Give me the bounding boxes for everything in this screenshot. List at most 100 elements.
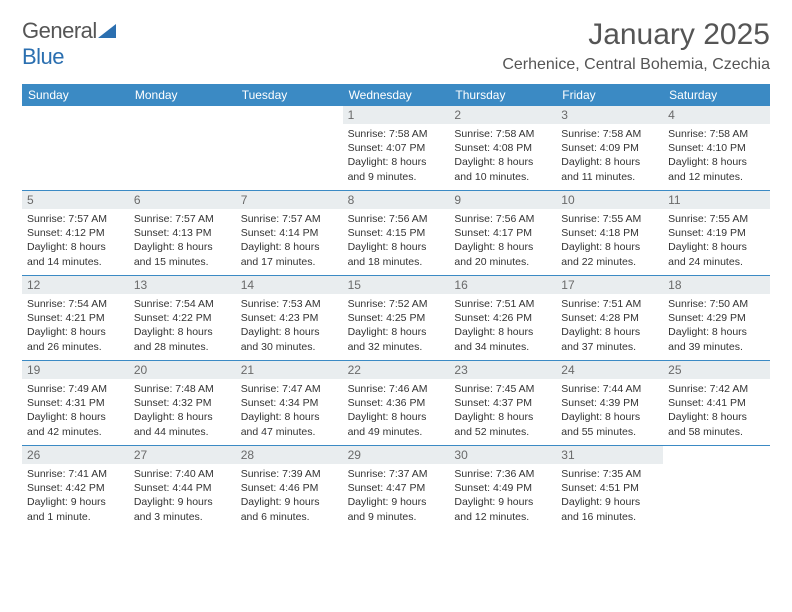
day-cell: 16Sunrise: 7:51 AMSunset: 4:26 PMDayligh… (449, 276, 556, 360)
day-number: 27 (129, 446, 236, 464)
sunrise-line: Sunrise: 7:49 AM (27, 382, 124, 396)
daylight2-line: and 18 minutes. (348, 255, 445, 269)
day-cell: 27Sunrise: 7:40 AMSunset: 4:44 PMDayligh… (129, 446, 236, 530)
day-number: 13 (129, 276, 236, 294)
daylight1-line: Daylight: 8 hours (668, 240, 765, 254)
week-row: 12Sunrise: 7:54 AMSunset: 4:21 PMDayligh… (22, 276, 770, 361)
weekday-header: Sunday (22, 84, 129, 106)
daylight1-line: Daylight: 8 hours (668, 410, 765, 424)
sunset-line: Sunset: 4:19 PM (668, 226, 765, 240)
daylight1-line: Daylight: 8 hours (348, 155, 445, 169)
sunrise-line: Sunrise: 7:48 AM (134, 382, 231, 396)
sunrise-line: Sunrise: 7:52 AM (348, 297, 445, 311)
day-number: 9 (449, 191, 556, 209)
day-cell: 18Sunrise: 7:50 AMSunset: 4:29 PMDayligh… (663, 276, 770, 360)
sunrise-line: Sunrise: 7:58 AM (348, 127, 445, 141)
day-cell: 11Sunrise: 7:55 AMSunset: 4:19 PMDayligh… (663, 191, 770, 275)
weekday-header: Monday (129, 84, 236, 106)
sunrise-line: Sunrise: 7:42 AM (668, 382, 765, 396)
daylight1-line: Daylight: 8 hours (348, 325, 445, 339)
sunset-line: Sunset: 4:08 PM (454, 141, 551, 155)
weekday-header-row: Sunday Monday Tuesday Wednesday Thursday… (22, 84, 770, 106)
logo: General Blue (22, 18, 116, 70)
sunrise-line: Sunrise: 7:37 AM (348, 467, 445, 481)
day-cell: 10Sunrise: 7:55 AMSunset: 4:18 PMDayligh… (556, 191, 663, 275)
daylight2-line: and 12 minutes. (454, 510, 551, 524)
daylight1-line: Daylight: 8 hours (134, 325, 231, 339)
sunrise-line: Sunrise: 7:56 AM (454, 212, 551, 226)
logo-word-2: Blue (22, 44, 64, 70)
sunrise-line: Sunrise: 7:54 AM (134, 297, 231, 311)
week-row: 5Sunrise: 7:57 AMSunset: 4:12 PMDaylight… (22, 191, 770, 276)
daylight2-line: and 9 minutes. (348, 170, 445, 184)
day-number: 14 (236, 276, 343, 294)
daylight2-line: and 28 minutes. (134, 340, 231, 354)
weekday-header: Saturday (663, 84, 770, 106)
sunrise-line: Sunrise: 7:54 AM (27, 297, 124, 311)
day-cell: 19Sunrise: 7:49 AMSunset: 4:31 PMDayligh… (22, 361, 129, 445)
daylight1-line: Daylight: 9 hours (561, 495, 658, 509)
sunrise-line: Sunrise: 7:51 AM (454, 297, 551, 311)
daylight2-line: and 9 minutes. (348, 510, 445, 524)
calendar: Sunday Monday Tuesday Wednesday Thursday… (22, 84, 770, 530)
daylight1-line: Daylight: 8 hours (27, 240, 124, 254)
month-title: January 2025 (502, 18, 770, 52)
day-number: 20 (129, 361, 236, 379)
sunset-line: Sunset: 4:42 PM (27, 481, 124, 495)
day-number: 25 (663, 361, 770, 379)
day-number: 28 (236, 446, 343, 464)
sunrise-line: Sunrise: 7:56 AM (348, 212, 445, 226)
sunrise-line: Sunrise: 7:46 AM (348, 382, 445, 396)
sunrise-line: Sunrise: 7:55 AM (668, 212, 765, 226)
day-number: 5 (22, 191, 129, 209)
daylight2-line: and 1 minute. (27, 510, 124, 524)
daylight1-line: Daylight: 8 hours (561, 155, 658, 169)
sunrise-line: Sunrise: 7:57 AM (241, 212, 338, 226)
day-number: 1 (343, 106, 450, 124)
daylight2-line: and 15 minutes. (134, 255, 231, 269)
sunrise-line: Sunrise: 7:57 AM (134, 212, 231, 226)
daylight1-line: Daylight: 8 hours (348, 410, 445, 424)
daylight2-line: and 42 minutes. (27, 425, 124, 439)
daylight2-line: and 55 minutes. (561, 425, 658, 439)
sunrise-line: Sunrise: 7:47 AM (241, 382, 338, 396)
weekday-header: Friday (556, 84, 663, 106)
day-cell: 7Sunrise: 7:57 AMSunset: 4:14 PMDaylight… (236, 191, 343, 275)
daylight1-line: Daylight: 9 hours (134, 495, 231, 509)
day-cell: 13 Sunrise: 7:54 AMSunset: 4:22 PMDayligh… (129, 276, 236, 360)
sunrise-line: Sunrise: 7:40 AM (134, 467, 231, 481)
day-number: 7 (236, 191, 343, 209)
sunset-line: Sunset: 4:29 PM (668, 311, 765, 325)
daylight1-line: Daylight: 8 hours (561, 325, 658, 339)
week-row: 1Sunrise: 7:58 AMSunset: 4:07 PMDaylight… (22, 106, 770, 191)
sunset-line: Sunset: 4:15 PM (348, 226, 445, 240)
daylight2-line: and 3 minutes. (134, 510, 231, 524)
day-number: 6 (129, 191, 236, 209)
sunset-line: Sunset: 4:17 PM (454, 226, 551, 240)
sunset-line: Sunset: 4:22 PM (134, 311, 231, 325)
weekday-header: Thursday (449, 84, 556, 106)
week-row: 19Sunrise: 7:49 AMSunset: 4:31 PMDayligh… (22, 361, 770, 446)
daylight2-line: and 24 minutes. (668, 255, 765, 269)
sunset-line: Sunset: 4:18 PM (561, 226, 658, 240)
day-number: 10 (556, 191, 663, 209)
sunrise-line: Sunrise: 7:39 AM (241, 467, 338, 481)
day-cell: 30Sunrise: 7:36 AMSunset: 4:49 PMDayligh… (449, 446, 556, 530)
day-cell: 25Sunrise: 7:42 AMSunset: 4:41 PMDayligh… (663, 361, 770, 445)
location-subtitle: Cerhenice, Central Bohemia, Czechia (502, 56, 770, 74)
daylight2-line: and 34 minutes. (454, 340, 551, 354)
sunrise-line: Sunrise: 7:57 AM (27, 212, 124, 226)
logo-word-1: General (22, 18, 97, 43)
daylight1-line: Daylight: 8 hours (134, 240, 231, 254)
daylight2-line: and 12 minutes. (668, 170, 765, 184)
sunset-line: Sunset: 4:12 PM (27, 226, 124, 240)
sunrise-line: Sunrise: 7:35 AM (561, 467, 658, 481)
daylight1-line: Daylight: 8 hours (241, 410, 338, 424)
day-cell: 6Sunrise: 7:57 AMSunset: 4:13 PMDaylight… (129, 191, 236, 275)
sunset-line: Sunset: 4:31 PM (27, 396, 124, 410)
daylight1-line: Daylight: 8 hours (454, 240, 551, 254)
sunset-line: Sunset: 4:49 PM (454, 481, 551, 495)
day-cell: 5 Sunrise: 7:57 AMSunset: 4:12 PMDaylight… (22, 191, 129, 275)
daylight2-line: and 44 minutes. (134, 425, 231, 439)
sunrise-line: Sunrise: 7:58 AM (561, 127, 658, 141)
